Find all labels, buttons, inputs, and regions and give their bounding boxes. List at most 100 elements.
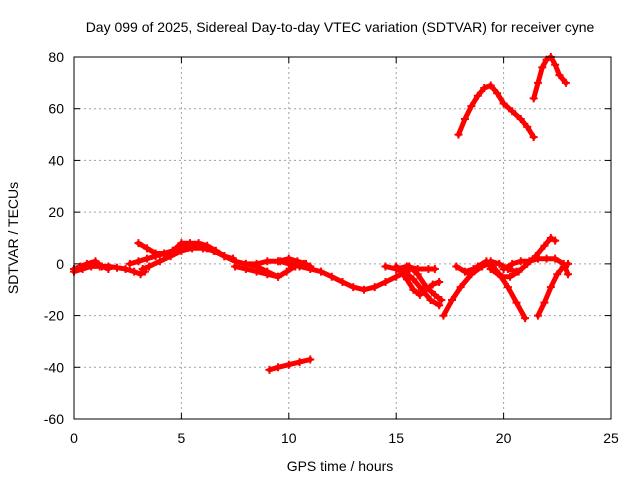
data-point xyxy=(525,257,534,266)
data-point xyxy=(151,249,160,258)
data-point xyxy=(426,296,435,305)
data-point xyxy=(439,311,448,320)
data-point xyxy=(231,262,240,271)
data-point xyxy=(422,283,431,292)
grid-lines xyxy=(74,57,611,419)
data-point xyxy=(349,283,358,292)
y-tick-label: -20 xyxy=(44,308,64,324)
axis-ticks: 0 5 10 15 20 25 -60 -40 -20 0 20 40 60 80 xyxy=(44,49,619,446)
y-tick-label: 20 xyxy=(48,204,64,220)
x-tick-label: 0 xyxy=(70,430,78,446)
data-point xyxy=(551,236,560,245)
data-point xyxy=(533,254,542,263)
data-point xyxy=(540,241,549,250)
x-tick-label: 15 xyxy=(388,430,404,446)
data-point xyxy=(493,89,502,98)
data-point xyxy=(177,239,186,248)
data-point xyxy=(166,252,175,261)
data-point xyxy=(561,78,570,87)
data-point xyxy=(143,254,152,263)
x-tick-label: 10 xyxy=(281,430,297,446)
data-point xyxy=(482,257,491,266)
data-point xyxy=(220,252,229,261)
data-point xyxy=(465,270,474,279)
data-point xyxy=(495,259,504,268)
data-point xyxy=(454,130,463,139)
data-point xyxy=(252,259,261,268)
data-point xyxy=(155,257,164,266)
data-point xyxy=(188,244,197,253)
data-point xyxy=(185,239,194,248)
data-point xyxy=(274,363,283,372)
y-tick-label: -40 xyxy=(44,359,64,375)
data-point xyxy=(546,283,555,292)
data-point xyxy=(76,262,85,271)
data-point xyxy=(529,133,538,142)
data-point xyxy=(486,265,495,274)
data-point xyxy=(252,267,261,276)
data-point xyxy=(134,239,143,248)
data-point xyxy=(499,99,508,108)
series-arc-20 xyxy=(456,82,537,140)
chart-title: Day 099 of 2025, Sidereal Day-to-day VTE… xyxy=(86,19,595,35)
x-tick-label: 25 xyxy=(603,430,619,446)
data-point xyxy=(516,115,525,124)
data-point xyxy=(121,265,130,274)
data-point xyxy=(473,262,482,271)
y-tick-label: 40 xyxy=(48,152,64,168)
data-point xyxy=(145,262,154,271)
data-point xyxy=(512,298,521,307)
data-point xyxy=(435,277,444,286)
data-point xyxy=(460,267,469,276)
data-point xyxy=(338,277,347,286)
data-point xyxy=(130,267,139,276)
x-tick-label: 20 xyxy=(496,430,512,446)
data-point xyxy=(529,94,538,103)
data-point xyxy=(284,360,293,369)
data-point xyxy=(508,259,517,268)
data-point xyxy=(82,259,91,268)
data-point xyxy=(241,259,250,268)
data-point xyxy=(523,122,532,131)
data-point xyxy=(540,298,549,307)
data-point xyxy=(546,234,555,242)
data-point xyxy=(415,290,424,299)
data-point xyxy=(551,254,560,263)
data-point xyxy=(274,272,283,281)
data-point xyxy=(430,290,439,299)
data-point xyxy=(112,263,121,272)
data-point xyxy=(317,267,326,276)
y-axis-title: SDTVAR / TECUs xyxy=(5,182,21,294)
data-point xyxy=(405,262,414,271)
data-point xyxy=(392,272,401,281)
y-tick-label: 80 xyxy=(48,49,64,65)
data-point xyxy=(392,262,401,271)
plot-frame xyxy=(73,56,612,420)
data-point xyxy=(413,270,422,279)
data-point xyxy=(143,244,152,253)
data-point xyxy=(134,257,143,266)
data-point xyxy=(381,262,390,271)
data-point xyxy=(497,272,506,281)
data-point xyxy=(295,262,304,271)
data-point xyxy=(467,102,476,111)
data-point xyxy=(460,115,469,124)
data-point xyxy=(508,107,517,116)
data-point xyxy=(138,265,147,274)
data-point xyxy=(448,296,457,305)
data-point xyxy=(516,257,525,266)
data-point xyxy=(125,259,134,268)
data-point xyxy=(306,355,315,364)
data-point xyxy=(370,283,379,292)
data-point xyxy=(409,275,418,284)
data-point xyxy=(553,270,562,279)
data-point xyxy=(428,280,437,289)
data-point xyxy=(209,246,218,255)
data-point xyxy=(473,91,482,100)
data-point xyxy=(555,71,564,80)
data-point xyxy=(91,257,100,266)
data-point xyxy=(521,314,530,323)
data-point xyxy=(514,267,523,276)
data-point xyxy=(295,358,304,367)
y-tick-label: 0 xyxy=(56,256,64,272)
